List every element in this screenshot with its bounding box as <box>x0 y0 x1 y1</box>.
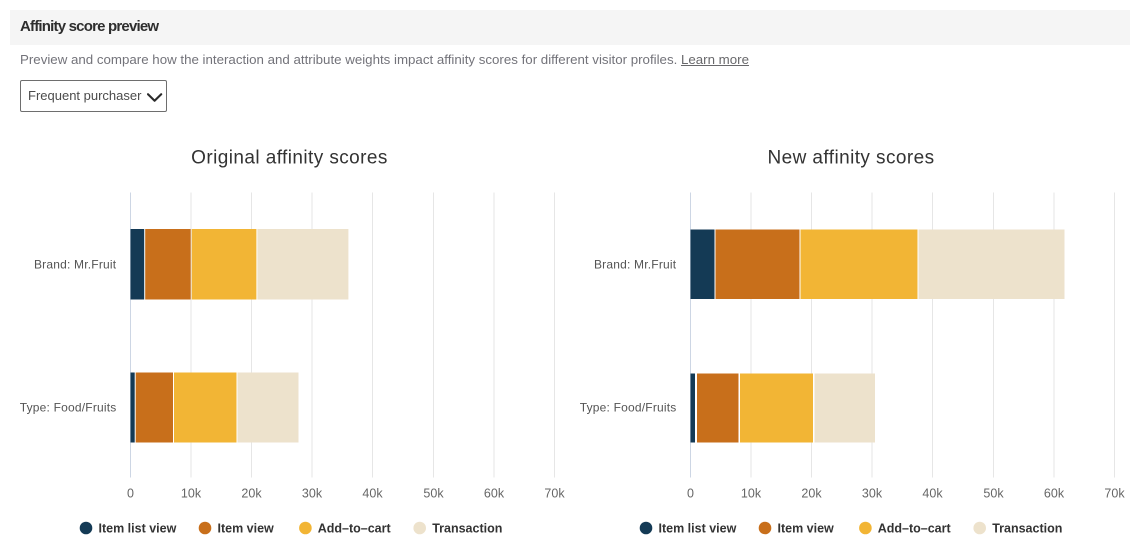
svg-text:60k: 60k <box>1044 487 1065 501</box>
svg-text:40k: 40k <box>922 487 943 501</box>
svg-text:20k: 20k <box>241 487 262 501</box>
svg-text:10k: 10k <box>181 487 202 501</box>
svg-text:0: 0 <box>687 487 694 501</box>
svg-text:Item view: Item view <box>778 522 835 536</box>
svg-text:Type: Food/Fruits: Type: Food/Fruits <box>580 401 677 415</box>
svg-text:0: 0 <box>127 487 134 501</box>
svg-text:Original affinity scores: Original affinity scores <box>191 148 388 169</box>
svg-text:Item list view: Item list view <box>659 522 737 536</box>
svg-text:50k: 50k <box>423 487 444 501</box>
svg-text:Add–to–cart: Add–to–cart <box>318 522 392 536</box>
svg-text:Brand: Mr.Fruit: Brand: Mr.Fruit <box>34 257 117 271</box>
svg-text:20k: 20k <box>801 487 822 501</box>
svg-text:New affinity scores: New affinity scores <box>767 148 934 169</box>
svg-text:70k: 70k <box>1104 487 1125 501</box>
svg-text:Type: Food/Fruits: Type: Food/Fruits <box>20 401 117 415</box>
svg-text:70k: 70k <box>544 487 565 501</box>
svg-text:50k: 50k <box>983 487 1004 501</box>
svg-text:40k: 40k <box>362 487 383 501</box>
svg-text:Brand: Mr.Fruit: Brand: Mr.Fruit <box>594 257 677 271</box>
svg-text:Transaction: Transaction <box>992 522 1062 536</box>
svg-text:Transaction: Transaction <box>432 522 502 536</box>
svg-text:60k: 60k <box>484 487 505 501</box>
svg-text:30k: 30k <box>302 487 323 501</box>
svg-text:Add–to–cart: Add–to–cart <box>878 522 952 536</box>
svg-text:Item list view: Item list view <box>99 522 177 536</box>
svg-text:Item view: Item view <box>218 522 275 536</box>
svg-text:30k: 30k <box>862 487 883 501</box>
svg-text:10k: 10k <box>741 487 762 501</box>
